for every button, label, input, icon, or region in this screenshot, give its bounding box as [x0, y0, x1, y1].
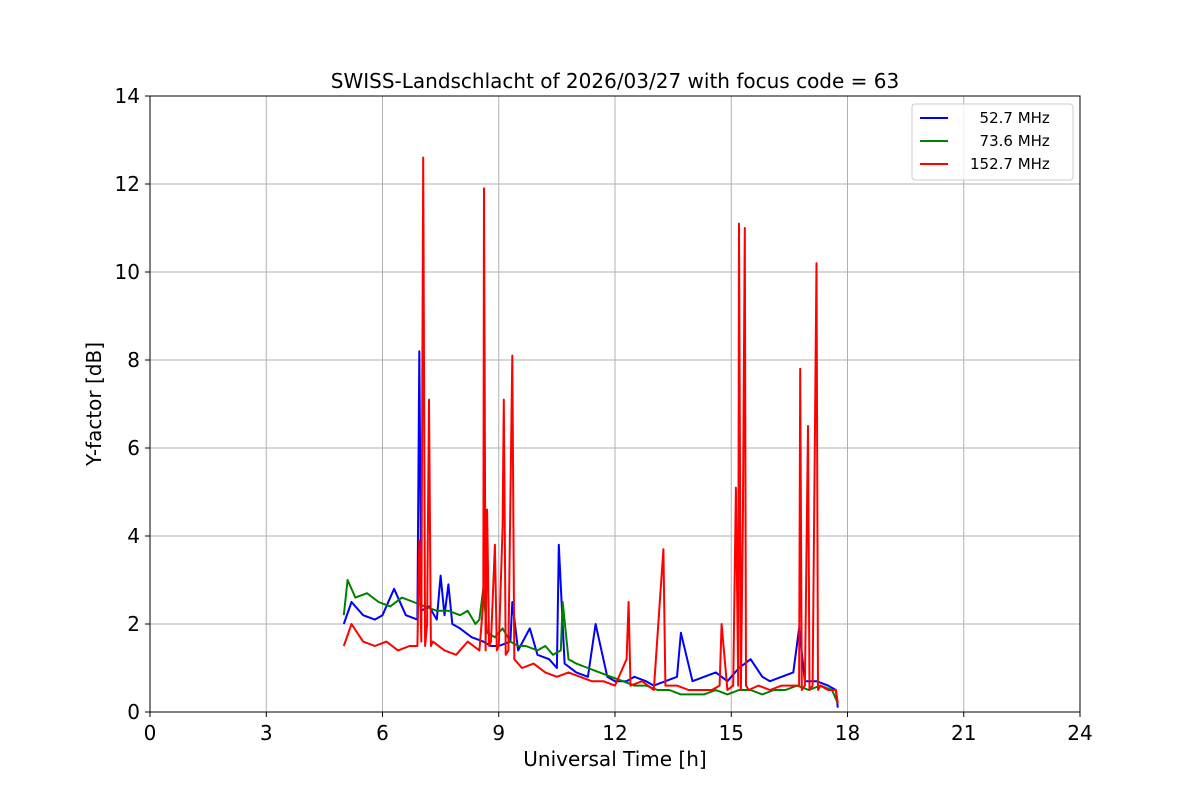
x-tick-label: 15 — [719, 721, 744, 745]
chart-title: SWISS-Landschlacht of 2026/03/27 with fo… — [331, 69, 899, 93]
y-axis-label: Y-factor [dB] — [82, 342, 106, 467]
series-line-0 — [342, 350, 839, 708]
x-tick-label: 24 — [1067, 721, 1092, 745]
x-tick-label: 3 — [260, 721, 273, 745]
y-tick-label: 0 — [127, 700, 140, 724]
x-tick-label: 21 — [951, 721, 976, 745]
x-axis-label: Universal Time [h] — [523, 747, 706, 771]
x-tick-label: 0 — [144, 721, 157, 745]
legend-box — [911, 103, 1074, 181]
y-tick-label: 2 — [127, 612, 140, 636]
y-tick-label: 12 — [115, 172, 140, 196]
series-line-2 — [342, 156, 839, 704]
x-tick-label: 9 — [492, 721, 505, 745]
x-tick-label: 6 — [376, 721, 389, 745]
legend-label: 152.7 MHz — [970, 155, 1050, 173]
y-tick-label: 4 — [127, 524, 140, 548]
y-tick-label: 8 — [127, 348, 140, 372]
x-tick-label: 12 — [602, 721, 627, 745]
y-tick-label: 10 — [115, 260, 140, 284]
legend-label: 52.7 MHz — [970, 109, 1050, 127]
grid — [149, 95, 1081, 713]
x-tick-label: 18 — [835, 721, 860, 745]
series-lines — [342, 156, 839, 708]
legend-label: 73.6 MHz — [970, 132, 1050, 150]
y-tick-label: 6 — [127, 436, 140, 460]
legend: 52.7 MHz 73.6 MHz 152.7 MHz — [911, 103, 1074, 181]
y-tick-label: 14 — [115, 84, 140, 108]
